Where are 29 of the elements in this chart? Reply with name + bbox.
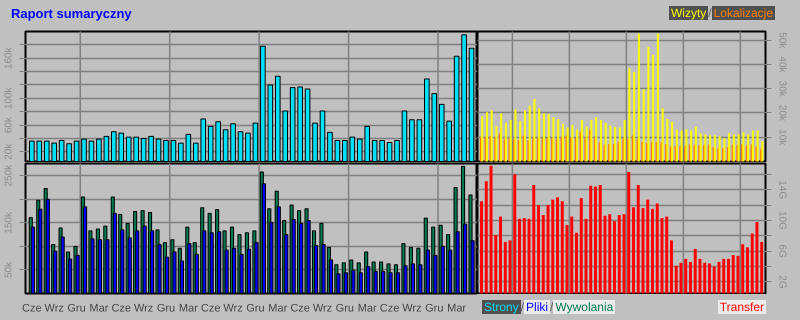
chart-title: Raport sumaryczny	[11, 6, 132, 21]
series-label: Wizyty	[668, 6, 708, 20]
x-tick-label: Wrz	[312, 302, 332, 314]
x-tick-label: Wrz	[402, 302, 422, 314]
x-tick-label: Mar	[358, 302, 378, 314]
text: /	[550, 300, 554, 314]
x-tick-label: Gru	[156, 302, 176, 314]
x-tick-label: Cze	[200, 302, 220, 314]
x-tick-label: Cze	[380, 302, 400, 314]
x-tick-label: Cze	[111, 302, 132, 314]
series-label: Transfer	[718, 300, 766, 314]
x-tick-label: Mar	[268, 302, 288, 314]
x-tick-label: Wrz	[223, 302, 243, 314]
text: Pliki	[524, 300, 550, 314]
x-tick-label: Cze	[290, 302, 310, 314]
x-tick-label: Gru	[425, 302, 444, 314]
x-tick-label: Gru	[246, 302, 265, 314]
text: /	[708, 6, 712, 20]
x-tick-label: Gru	[336, 302, 354, 314]
x-tick-label: Mar	[447, 302, 466, 314]
x-tick-label: Mar	[89, 302, 109, 314]
text: Lokalizacje	[712, 6, 775, 20]
x-tick-label: Mar	[178, 302, 198, 314]
x-tick-label: Wrz	[44, 302, 64, 314]
text: Strony	[482, 300, 521, 314]
text: Wywolania	[553, 300, 616, 314]
x-tick-label: Cze	[22, 302, 42, 314]
x-tick-label: Wrz	[134, 302, 154, 314]
x-tick-label: Gru	[67, 302, 86, 314]
